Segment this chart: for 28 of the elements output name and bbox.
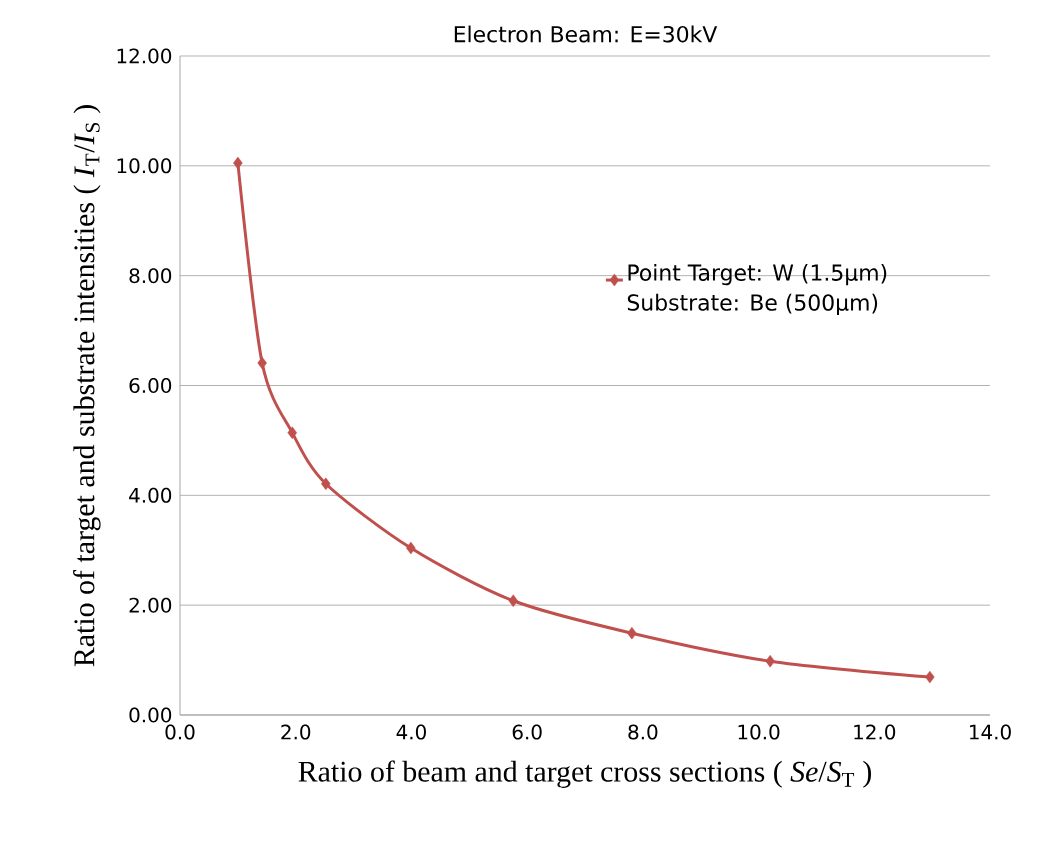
y-tick-label: 6.00 [129,377,172,394]
x-tick-label: 4.0 [396,724,426,740]
point [508,594,518,607]
y-tick-label: 8.00 [129,268,172,284]
point [321,477,331,491]
y-tick-label: 2.00 [129,597,172,613]
y-tick-label: 0.00 [129,707,172,723]
y-tick-label: 10.00 [117,158,172,174]
chart-title: Electron Beam: E=30kV [454,25,718,43]
x-tick-label: 10.0 [738,724,780,740]
x-tick-label: 2.0 [281,724,311,740]
point [925,670,935,684]
point [233,156,243,170]
point [287,426,297,439]
x-tick-label: 14.0 [970,724,1011,740]
x-tick-label: 6.0 [512,724,542,740]
point [257,356,267,370]
x-tick-label: 8.0 [628,724,658,740]
y-tick-label: 4.00 [129,487,172,503]
point [765,654,775,668]
x-tick-label: 12.0 [854,724,896,740]
y-axis-title: Ratio of target and substrate intensities ( I$_{T}$/I$_{S}$ ) [73,105,101,667]
x-axis-title: Ratio of beam and target cross sections ( Se/S$_{T}$ ) [298,760,871,788]
point [627,626,637,640]
x-tick-label: 0.0 [165,724,195,740]
point [406,541,416,555]
y-tick-label: 12.00 [117,48,172,64]
legend-label: Point Target: W (1.5μm) Substrate: Be (500μm) [627,263,887,316]
